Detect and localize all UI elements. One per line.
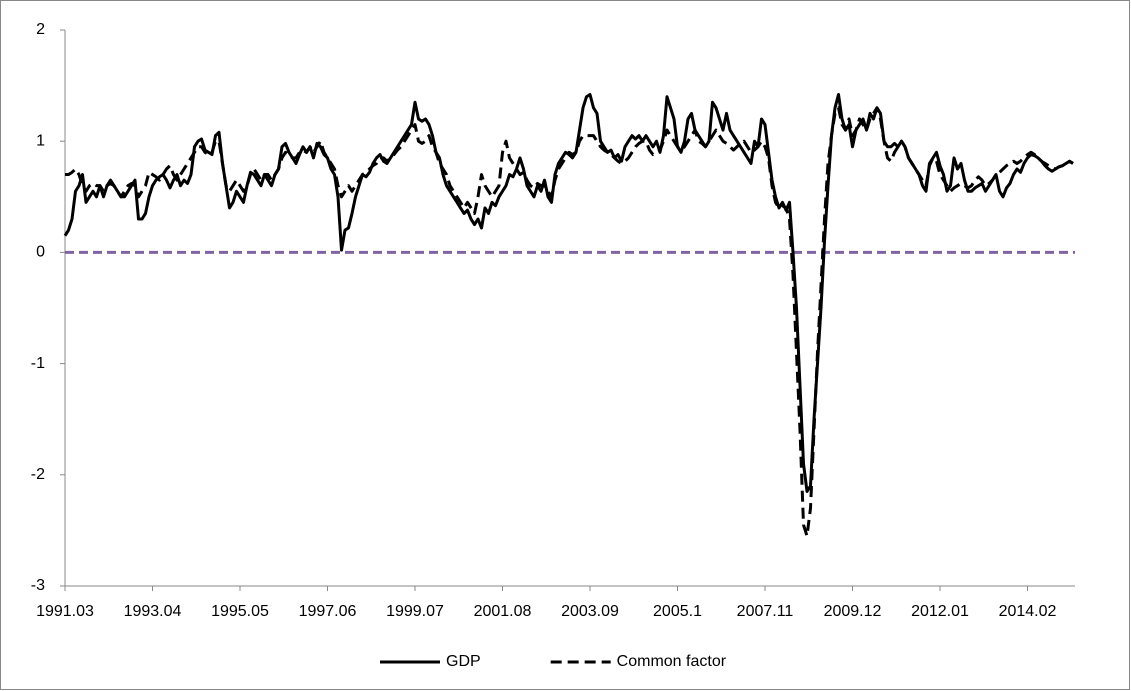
y-tick-label: -1 [31,355,45,372]
x-tick-label: 2009.12 [824,603,882,620]
x-tick-label: 2014.02 [999,603,1057,620]
x-tick-label: 2005.1 [653,603,702,620]
y-tick-label: 1 [36,132,45,149]
legend-label: Common factor [617,653,727,670]
x-tick-label: 1991.03 [36,603,94,620]
series-line [65,106,1074,538]
x-tick-label: 1995.05 [211,603,269,620]
y-tick-label: -3 [31,577,45,594]
x-tick-label: 1997.06 [299,603,357,620]
y-tick-label: -2 [31,466,45,483]
y-tick-label: 2 [36,21,45,38]
x-tick-label: 2007.11 [737,603,794,620]
x-tick-label: 2003.09 [561,603,619,620]
y-tick-label: 0 [36,244,45,261]
x-tick-label: 1999.07 [386,603,444,620]
x-tick-label: 1993.04 [124,603,182,620]
x-tick-label: 2001.08 [474,603,532,620]
legend-label: GDP [446,653,481,670]
x-tick-label: 2012.01 [911,603,969,620]
